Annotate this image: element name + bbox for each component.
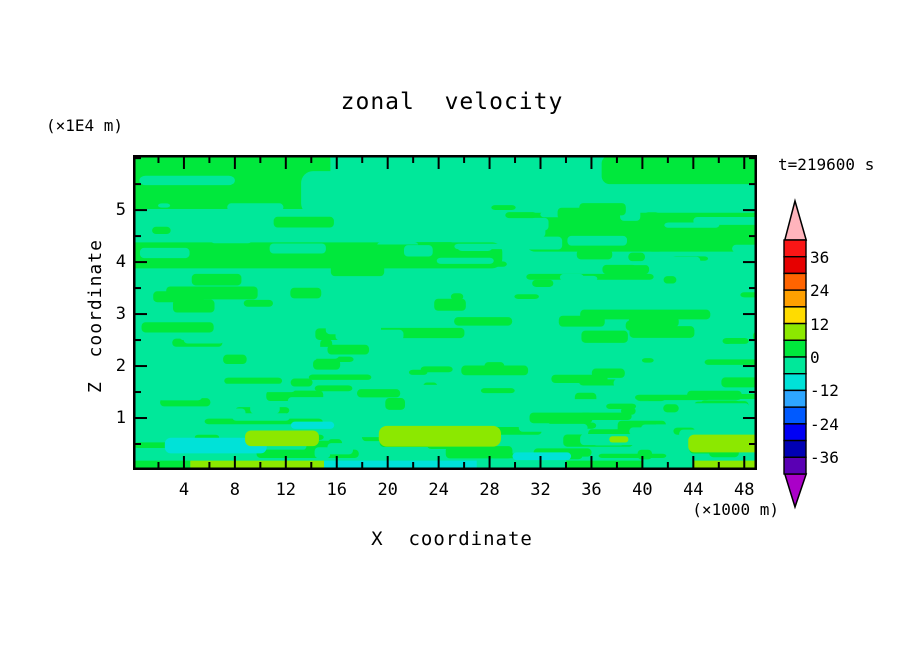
x-tick-label: 20 xyxy=(377,480,398,500)
x-tick-label: 12 xyxy=(275,480,297,500)
z-tick-label: 2 xyxy=(115,356,126,377)
x-tick-label: 24 xyxy=(428,480,449,500)
contour-plot xyxy=(133,155,757,470)
z-tick-label: 3 xyxy=(115,304,126,325)
x-tick-label: 48 xyxy=(734,480,755,500)
x-tick-label: 32 xyxy=(530,480,551,500)
colorbar-label: 12 xyxy=(810,314,830,334)
z-axis-unit: (×1E4 m) xyxy=(46,116,124,135)
x-tick-label: 16 xyxy=(326,480,347,500)
time-label: t=219600 s xyxy=(778,155,875,174)
x-tick-label: 36 xyxy=(581,480,602,500)
colorbar-label: -36 xyxy=(810,448,839,468)
colorbar-label: -12 xyxy=(810,381,839,401)
colorbar-label: 36 xyxy=(810,247,830,267)
x-axis-label: X coordinate xyxy=(371,528,533,550)
colorbar-label: 24 xyxy=(810,281,830,301)
z-tick-label: 4 xyxy=(115,252,126,273)
colorbar-label: 0 xyxy=(810,348,820,367)
z-tick-label: 1 xyxy=(115,408,126,429)
z-tick-label: 5 xyxy=(115,200,126,221)
x-tick-label: 28 xyxy=(479,480,500,500)
x-axis-unit: (×1000 m) xyxy=(692,500,779,519)
colorbar xyxy=(783,198,808,510)
chart-title: zonal velocity xyxy=(340,89,564,115)
x-tick-label: 4 xyxy=(178,480,190,500)
x-tick-label: 44 xyxy=(683,480,704,500)
colorbar-label: -24 xyxy=(810,414,839,434)
x-tick-label: 40 xyxy=(632,480,653,500)
x-tick-label: 8 xyxy=(229,480,240,500)
